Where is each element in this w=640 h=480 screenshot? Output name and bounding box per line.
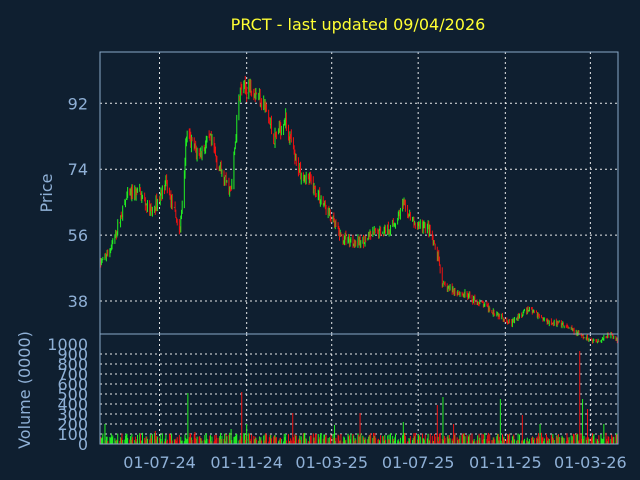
price-frame <box>99 51 619 335</box>
x-axis-ticks: 01-07-24 01-11-24 01-03-25 01-07-25 01-11-25… <box>123 453 626 472</box>
volume-tick-label: 0 <box>78 435 88 454</box>
price-axis-label: Price <box>37 173 56 212</box>
volume-tick-label: 600 <box>57 375 88 394</box>
volume-tick-label: 800 <box>57 355 88 374</box>
volume-tick-label: 200 <box>57 415 88 434</box>
x-tick-label: 01-11-25 <box>469 453 542 472</box>
chart-title: PRCT - last updated 09/04/2026 <box>231 15 486 34</box>
volume-tick-label: 900 <box>57 345 88 364</box>
volume-tick-label: 100 <box>57 425 88 444</box>
price-tick-label: 74 <box>68 160 88 179</box>
x-tick-label: 01-07-24 <box>123 453 196 472</box>
volume-tick-label: 700 <box>57 365 88 384</box>
x-tick-label: 01-03-25 <box>295 453 368 472</box>
x-tick-label: 01-03-26 <box>554 453 627 472</box>
volume-tick-label: 1000 <box>47 335 88 354</box>
price-panel: 38 56 74 92 <box>68 51 619 344</box>
volume-tick-label: 500 <box>57 385 88 404</box>
volume-tick-label: 400 <box>57 395 88 414</box>
x-tick-label: 01-07-25 <box>382 453 455 472</box>
volume-axis-label: Volume (0000) <box>15 331 34 449</box>
x-tick-label: 01-11-24 <box>210 453 283 472</box>
price-tick-label: 92 <box>68 94 88 113</box>
price-tick-label: 38 <box>68 292 88 311</box>
price-tick-label: 56 <box>68 226 88 245</box>
volume-frame <box>99 333 619 445</box>
volume-tick-label: 300 <box>57 405 88 424</box>
